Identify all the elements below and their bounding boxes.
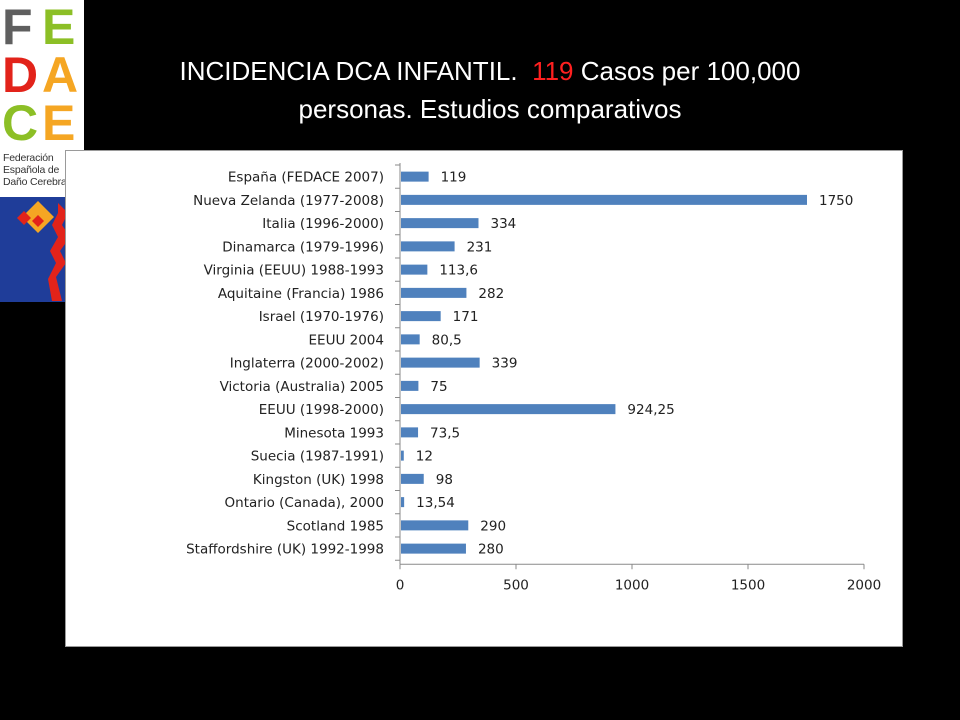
category-label: Suecia (1987-1991): [251, 449, 384, 465]
title-line2: personas. Estudios comparativos: [298, 94, 682, 124]
category-label: Inglaterra (2000-2002): [230, 356, 384, 372]
category-label: Ontario (Canada), 2000: [225, 495, 384, 511]
bar: [401, 473, 424, 484]
logo-org-line: Federación: [3, 152, 54, 164]
title-highlight-number: 119: [532, 56, 574, 86]
data-label: 339: [492, 356, 518, 372]
category-label: Italia (1996-2000): [262, 216, 384, 232]
x-tick-label: 1500: [731, 577, 765, 593]
data-label: 231: [467, 239, 493, 255]
category-label: EEUU 2004: [309, 332, 384, 348]
category-label: Kingston (UK) 1998: [253, 472, 384, 488]
data-label: 12: [416, 449, 433, 465]
bar: [401, 497, 405, 508]
category-label: Israel (1970-1976): [259, 309, 384, 325]
data-label: 171: [453, 309, 479, 325]
data-label: 98: [436, 472, 453, 488]
data-label: 1750: [819, 193, 853, 209]
logo-letter: A: [42, 47, 79, 103]
bar: [401, 311, 441, 322]
bar: [401, 357, 480, 368]
data-label: 280: [478, 542, 504, 558]
bar: [401, 427, 419, 438]
logo-letter: D: [2, 47, 39, 103]
bar: [401, 543, 466, 554]
logo-org-line: Española de: [3, 164, 60, 176]
data-label: 119: [441, 170, 467, 186]
bar: [401, 241, 455, 252]
x-tick-label: 1000: [615, 577, 649, 593]
x-tick-label: 500: [503, 577, 529, 593]
data-label: 334: [490, 216, 516, 232]
bar: [401, 520, 469, 531]
category-label: Scotland 1985: [287, 518, 384, 534]
bar: [401, 264, 428, 275]
category-label: Victoria (Australia) 2005: [220, 379, 384, 395]
bar: [401, 450, 404, 461]
bar: [401, 404, 616, 415]
logo-org-name: Federación Española de Daño Cerebral: [3, 152, 83, 188]
category-label: Virginia (EEUU) 1988-1993: [204, 263, 384, 279]
category-label: Nueva Zelanda (1977-2008): [193, 193, 384, 209]
data-label: 75: [430, 379, 447, 395]
bar: [401, 171, 429, 182]
category-label: Minesota 1993: [284, 425, 384, 441]
logo-letter: E: [42, 95, 76, 151]
category-label: Dinamarca (1979-1996): [222, 239, 384, 255]
data-label: 113,6: [439, 263, 478, 279]
logo-letter: F: [2, 0, 33, 55]
x-tick-label: 0: [396, 577, 405, 593]
title-prefix: INCIDENCIA DCA INFANTIL.: [179, 56, 518, 86]
bar: [401, 287, 467, 298]
category-label: Staffordshire (UK) 1992-1998: [186, 542, 384, 558]
title-line1-rest: Casos per 100,000: [580, 56, 801, 86]
chart-panel: 0 500 1000 1500 2000 España (FEDACE 2007) 119 N…: [65, 150, 903, 647]
logo-letters: F E D A C E: [2, 0, 82, 150]
logo-org-line: Daño Cerebral: [3, 176, 69, 188]
category-label: España (FEDACE 2007): [228, 170, 384, 186]
bar: [401, 218, 479, 229]
data-label: 13,54: [416, 495, 455, 511]
x-tick-label: 2000: [847, 577, 881, 593]
logo-letter: E: [42, 0, 76, 55]
bar: [401, 380, 419, 391]
data-label: 80,5: [432, 332, 462, 348]
category-label: EEUU (1998-2000): [259, 402, 384, 418]
data-label: 290: [480, 518, 506, 534]
data-label: 924,25: [627, 402, 674, 418]
data-label: 73,5: [430, 425, 460, 441]
bar-chart: 0 500 1000 1500 2000 España (FEDACE 2007) 119 N…: [186, 163, 881, 593]
bar: [401, 194, 807, 205]
logo-letter: C: [2, 95, 39, 151]
slide-title: INCIDENCIA DCA INFANTIL. 119 Casos per 1…: [90, 52, 890, 128]
bar: [401, 334, 420, 345]
category-label: Aquitaine (Francia) 1986: [218, 286, 384, 302]
data-label: 282: [478, 286, 504, 302]
